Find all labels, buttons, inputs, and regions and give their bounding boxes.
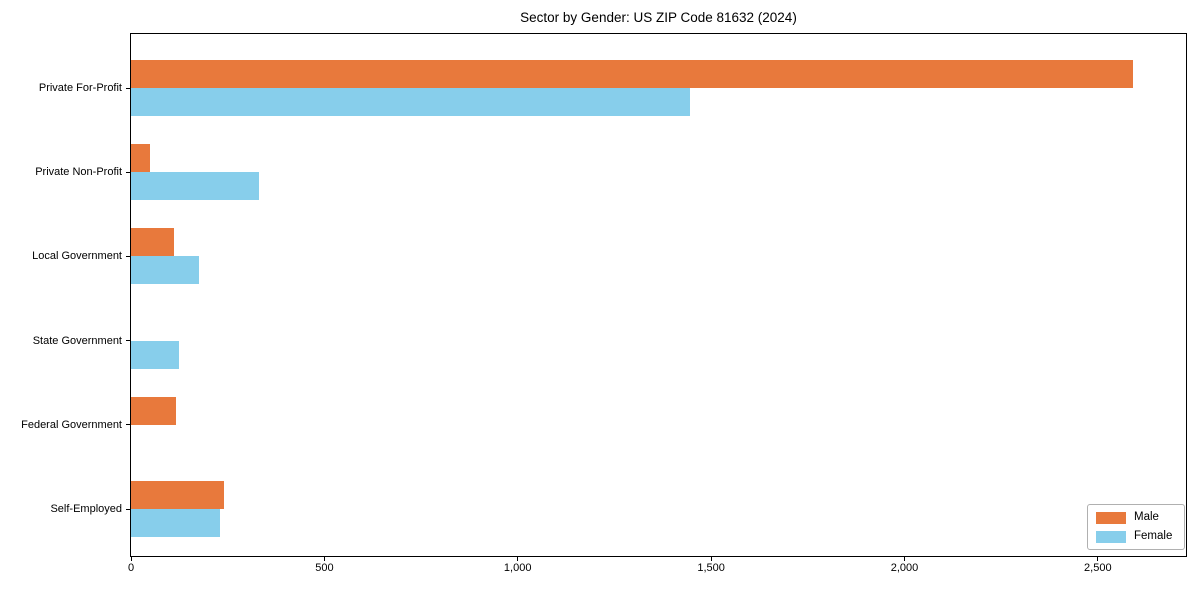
legend-entry-female: Female	[1096, 530, 1176, 543]
legend-swatch-female	[1096, 530, 1126, 543]
y-tick	[126, 424, 130, 426]
x-tick	[904, 557, 905, 561]
x-tick	[517, 557, 519, 561]
bar-female-3	[131, 340, 180, 369]
bar-female-1	[131, 172, 259, 201]
x-tick	[323, 557, 325, 561]
x-tick	[1097, 557, 1099, 561]
bar-male-2	[131, 228, 174, 257]
y-tick-label: Federal Government	[21, 418, 122, 431]
plot-area	[130, 33, 1187, 557]
y-tick	[126, 171, 130, 173]
x-tick-label: 0	[127, 562, 135, 574]
y-tick	[126, 340, 130, 342]
bar-female-5	[131, 509, 220, 537]
bar-male-5	[131, 481, 224, 509]
x-tick-label: 1,000	[503, 562, 532, 574]
x-tick-label: 2,500	[1084, 562, 1112, 574]
x-tick-label: 2,000	[890, 562, 919, 574]
x-tick	[130, 557, 132, 561]
chart-title: Sector by Gender: US ZIP Code 81632 (202…	[520, 10, 797, 25]
y-tick	[126, 87, 130, 89]
legend: Male Female	[1087, 504, 1185, 550]
y-tick	[126, 508, 130, 510]
x-tick-label: 1,500	[697, 562, 725, 574]
legend-label: Male	[1134, 511, 1159, 523]
x-tick-label: 500	[315, 562, 334, 574]
y-tick-label: Self-Employed	[50, 503, 122, 515]
bar-male-4	[131, 396, 176, 425]
y-tick	[126, 255, 130, 257]
y-tick-label: Private For-Profit	[38, 82, 122, 94]
y-tick-label: State Government	[32, 334, 122, 347]
bar-female-0	[131, 88, 690, 116]
legend-label: Female	[1134, 530, 1173, 542]
y-tick-label: Private Non-Profit	[35, 166, 122, 179]
bar-male-1	[131, 144, 151, 173]
x-tick	[710, 557, 712, 561]
legend-swatch-male	[1096, 511, 1126, 524]
bar-female-2	[131, 256, 199, 285]
y-tick-label: Local Government	[32, 250, 122, 263]
bar-male-0	[131, 60, 1133, 88]
legend-entry-male: Male	[1096, 511, 1176, 524]
